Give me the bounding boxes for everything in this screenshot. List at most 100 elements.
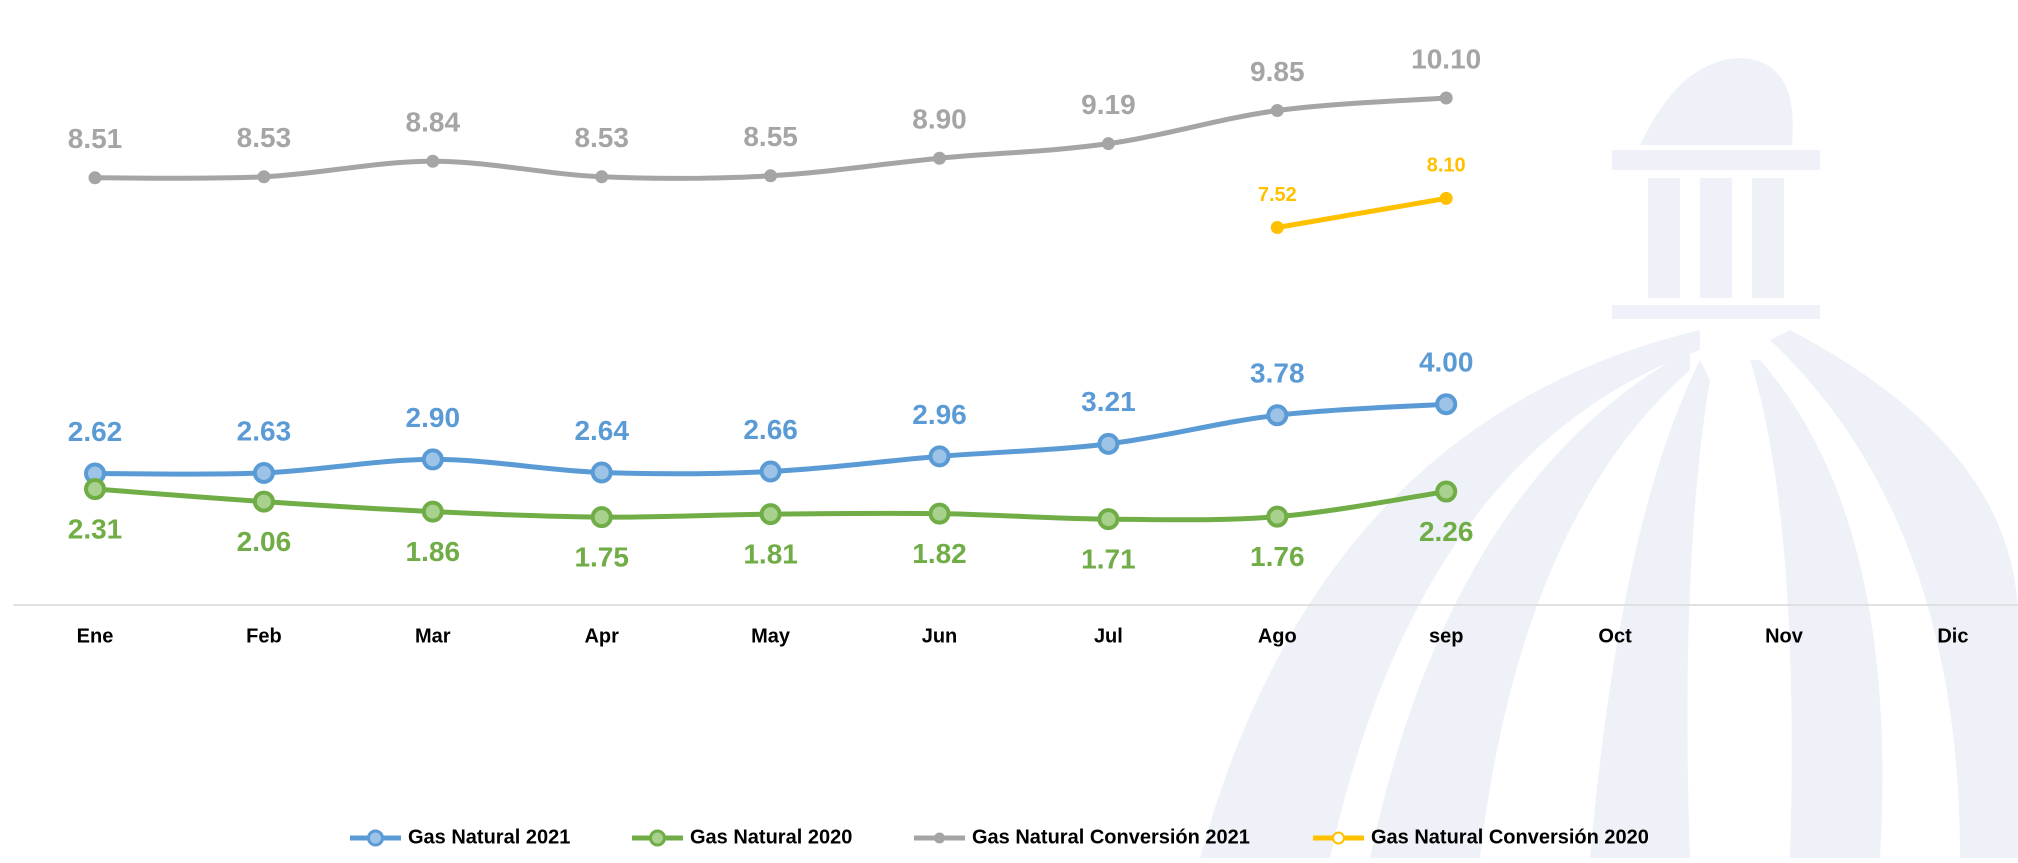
data-label: 8.51	[68, 123, 123, 154]
data-point	[1435, 393, 1458, 416]
data-point	[933, 151, 946, 165]
legend-label: Gas Natural 2020	[690, 826, 852, 848]
series: 2.31 2.06 1.86 1.75 1.81 1.82 1.71 1.76 2.26	[68, 478, 1474, 575]
data-label: 8.53	[237, 122, 292, 153]
series: 2.62 2.63 2.90 2.64 2.66 2.96 3.21 3.78 4.00	[68, 347, 1474, 485]
data-label: 9.19	[1081, 89, 1136, 120]
legend-label: Gas Natural Conversión 2021	[972, 826, 1250, 848]
data-label: 3.21	[1081, 386, 1136, 417]
data-point	[1435, 480, 1458, 503]
data-label: 2.31	[68, 513, 123, 544]
data-point	[1270, 220, 1284, 234]
legend-item: Gas Natural Conversión 2021	[914, 826, 1250, 848]
data-point	[1101, 137, 1115, 151]
data-point	[928, 502, 951, 525]
legend-marker	[649, 829, 666, 847]
data-point	[759, 503, 782, 526]
data-point	[1439, 191, 1453, 205]
data-label: 1.71	[1081, 544, 1136, 575]
watermark-column	[1700, 178, 1732, 298]
data-label: 10.10	[1411, 43, 1481, 74]
data-point	[1266, 404, 1289, 427]
data-point	[84, 478, 106, 501]
series: 8.51 8.53 8.84 8.53 8.55 8.90 9.19 9.85 10.10	[68, 43, 1481, 185]
watermark-arc	[1750, 360, 1883, 858]
x-tick-label: Apr	[584, 625, 619, 647]
data-point	[590, 461, 613, 484]
legend-marker	[934, 832, 945, 844]
legend-item: Gas Natural Conversión 2020	[1313, 826, 1649, 848]
data-point	[1266, 505, 1289, 528]
data-label: 2.06	[237, 526, 292, 557]
watermark-arc	[1590, 360, 1710, 858]
data-label: 4.00	[1419, 347, 1474, 378]
data-label: 1.81	[743, 539, 798, 570]
data-label: 7.52	[1258, 184, 1297, 206]
watermark-arc	[1770, 330, 2018, 858]
x-tick-label: Mar	[415, 625, 451, 647]
watermark-column	[1752, 178, 1784, 298]
watermark-cornice	[1612, 150, 1820, 170]
data-point	[928, 445, 951, 468]
x-tick-label: Jun	[922, 625, 958, 647]
data-label: 1.82	[912, 538, 967, 569]
data-label: 2.62	[68, 416, 123, 447]
data-label: 3.78	[1250, 358, 1305, 389]
watermark-arc	[1370, 350, 1690, 858]
data-point	[1097, 508, 1120, 531]
data-label: 2.26	[1419, 516, 1474, 547]
data-label: 8.10	[1427, 155, 1466, 177]
data-label: 8.55	[743, 121, 798, 152]
data-point	[590, 506, 613, 529]
x-tick-label: Nov	[1765, 625, 1804, 647]
x-tick-label: Ene	[77, 625, 114, 647]
data-label: 2.66	[743, 414, 798, 445]
data-point	[88, 171, 102, 185]
x-tick-label: sep	[1429, 625, 1463, 647]
data-label: 1.75	[574, 542, 629, 573]
data-point	[759, 460, 782, 483]
x-tick-label: Oct	[1598, 625, 1632, 647]
data-label: 2.63	[237, 415, 292, 446]
watermark	[1200, 58, 2018, 858]
x-tick-label: Ago	[1258, 625, 1297, 647]
data-label: 1.76	[1250, 541, 1305, 572]
legend-item: Gas Natural 2020	[632, 826, 852, 848]
watermark-arc	[1200, 330, 1700, 858]
data-label: 1.86	[406, 536, 461, 567]
legend-label: Gas Natural 2021	[408, 826, 570, 848]
legend-item: Gas Natural 2021	[350, 826, 570, 848]
data-point	[764, 169, 778, 183]
series-line	[1274, 195, 1449, 230]
x-tick-label: May	[751, 625, 791, 647]
data-label: 8.84	[406, 107, 461, 138]
x-tick-label: Jul	[1094, 625, 1123, 647]
legend-label: Gas Natural Conversión 2020	[1371, 826, 1649, 848]
data-point	[252, 490, 275, 513]
data-point	[257, 170, 271, 184]
data-label: 2.90	[406, 402, 461, 433]
data-label: 9.85	[1250, 56, 1305, 87]
data-label: 8.53	[574, 122, 629, 153]
legend-marker	[1332, 831, 1345, 845]
data-label: 2.96	[912, 399, 967, 430]
data-label: 2.64	[574, 415, 629, 446]
data-point	[252, 461, 275, 484]
series: 7.52 8.10	[1258, 155, 1466, 234]
x-tick-label: Feb	[246, 625, 282, 647]
data-point	[595, 170, 609, 184]
legend-marker	[367, 829, 384, 847]
watermark-column	[1648, 178, 1680, 298]
data-point	[421, 500, 444, 523]
data-point	[426, 154, 440, 168]
data-point	[1097, 432, 1120, 455]
data-label: 8.90	[912, 104, 967, 135]
data-point	[1270, 104, 1284, 118]
watermark-dome	[1640, 58, 1793, 145]
watermark-base	[1612, 305, 1820, 319]
x-tick-label: Dic	[1937, 625, 1968, 647]
data-point	[421, 448, 444, 471]
data-point	[1439, 91, 1453, 105]
